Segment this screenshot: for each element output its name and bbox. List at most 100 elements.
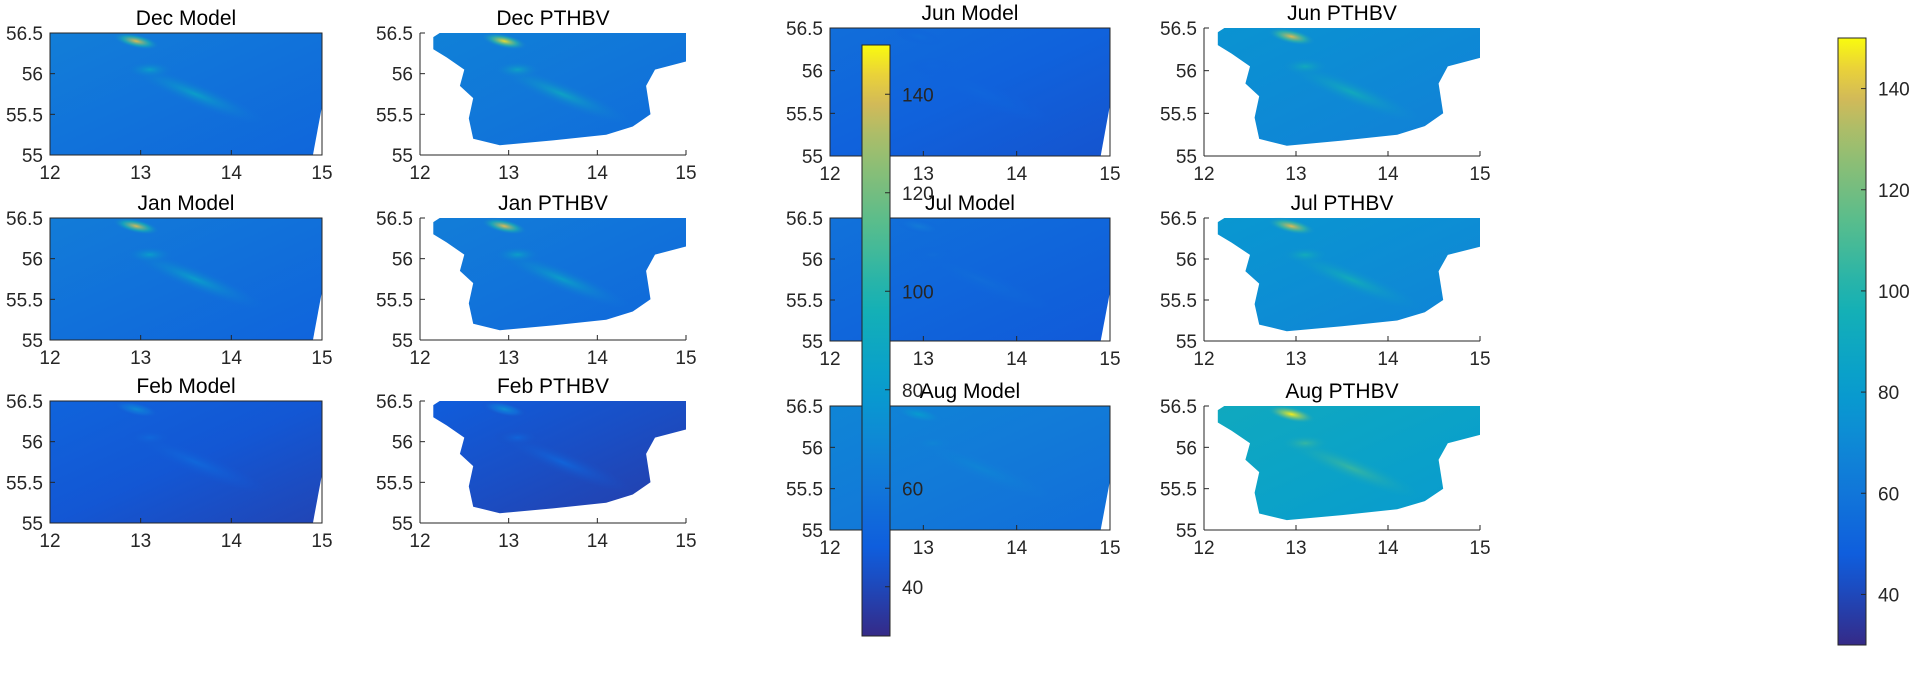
x-tick-label: 15 [675, 531, 696, 552]
field-hotspot [893, 27, 944, 46]
y-tick-label: 55.5 [376, 290, 413, 311]
y-tick-label: 55 [1176, 521, 1197, 542]
y-tick-label: 56 [1176, 62, 1197, 83]
x-tick-label: 12 [1193, 349, 1214, 370]
y-tick-label: 56 [22, 250, 43, 271]
x-tick-label: 13 [1285, 164, 1306, 185]
colorbar-tick-label: 140 [1878, 80, 1910, 101]
y-tick-label: 56.5 [786, 397, 823, 418]
x-tick-label: 13 [498, 163, 519, 184]
y-tick-label: 56.5 [786, 19, 823, 40]
y-tick-label: 56 [802, 62, 823, 83]
field-secondary-max [907, 434, 958, 452]
field-band [906, 60, 1053, 124]
y-tick-label: 55 [802, 332, 823, 353]
colorbar-tick-label: 140 [902, 85, 934, 106]
x-tick-label: 14 [221, 163, 243, 184]
y-tick-label: 55.5 [1160, 104, 1197, 125]
y-tick-label: 56 [1176, 438, 1197, 459]
y-tick-label: 55.5 [6, 473, 43, 494]
x-tick-label: 14 [587, 163, 609, 184]
x-tick-label: 15 [1469, 349, 1490, 370]
y-tick-label: 55 [392, 146, 413, 167]
field-band [492, 431, 632, 493]
axes-box [829, 405, 1111, 531]
field [1217, 217, 1480, 332]
y-tick-label: 56.5 [376, 392, 413, 413]
y-tick-label: 56 [802, 250, 823, 271]
panel-title: Feb PTHBV [497, 375, 609, 398]
y-tick-label: 56.5 [6, 24, 43, 45]
y-tick-label: 56.5 [786, 209, 823, 230]
panel-jan-model: 12 13 14 15 55 55.5 56 56.5 Jan Model [6, 192, 333, 369]
x-tick-label: 12 [819, 164, 840, 185]
colorbar-gradient [862, 45, 890, 636]
panel-title: Dec PTHBV [496, 7, 609, 30]
y-tick-label: 55 [22, 514, 43, 535]
field-band [1279, 436, 1424, 500]
y-tick-label: 56.5 [376, 209, 413, 230]
field [1217, 27, 1480, 146]
panel-aug-pthbv: 12 13 14 15 55 55.5 56 56.5 Aug PTHBV [1160, 380, 1491, 559]
panel-jun-model: 12 13 14 15 55 55.5 56 56.5 Jun Model [786, 2, 1121, 185]
field-secondary-max [493, 246, 542, 264]
colorbar-tick-label: 60 [1878, 484, 1899, 505]
x-tick-label: 15 [1099, 538, 1120, 559]
x-tick-label: 13 [913, 538, 934, 559]
field-hotspot [112, 400, 161, 418]
x-tick-label: 15 [675, 163, 696, 184]
field-secondary-max [907, 246, 958, 264]
panel-dec-pthbv: 12 13 14 15 55 55.5 56 56.5 Dec PTHBV [376, 7, 697, 184]
field-band [906, 247, 1053, 312]
field-secondary-max [1280, 246, 1331, 264]
field-band [1279, 60, 1424, 124]
field-secondary-max [1280, 434, 1331, 452]
field [433, 217, 686, 331]
field-hotspot [480, 400, 528, 418]
x-tick-label: 12 [1193, 164, 1214, 185]
axes-box [829, 27, 1111, 157]
y-tick-label: 55.5 [376, 105, 413, 126]
colorbar-tick-label: 80 [1878, 383, 1899, 404]
field-band [492, 63, 632, 125]
field-secondary-max [493, 61, 542, 79]
axes-box [49, 217, 323, 341]
panel-title: Feb Model [136, 375, 235, 398]
field [433, 400, 686, 514]
field-secondary-max [493, 429, 542, 447]
x-tick-label: 12 [409, 531, 430, 552]
colorbar-tick-label: 100 [1878, 282, 1910, 303]
colorbar-tick-label: 80 [902, 381, 923, 402]
field-secondary-max [125, 61, 175, 79]
x-tick-label: 14 [1377, 349, 1399, 370]
panel-title: Jan PTHBV [498, 192, 608, 215]
x-tick-label: 15 [311, 163, 332, 184]
x-tick-label: 15 [311, 348, 332, 369]
x-tick-label: 15 [311, 531, 332, 552]
x-tick-label: 12 [1193, 538, 1214, 559]
no-data-corner [312, 106, 322, 155]
x-tick-label: 12 [409, 348, 430, 369]
colorbar: 40 60 80 100 120 140 [1837, 37, 1910, 646]
y-tick-label: 55.5 [6, 105, 43, 126]
y-tick-label: 56 [392, 65, 413, 86]
x-tick-label: 14 [1006, 164, 1028, 185]
field-hotspot [1267, 27, 1316, 46]
colorbar-box [1837, 37, 1867, 646]
x-tick-label: 15 [1099, 349, 1120, 370]
panel-title: Jun Model [922, 2, 1019, 25]
y-tick-label: 56 [1176, 250, 1197, 271]
field-hotspot [893, 217, 944, 236]
x-tick-label: 13 [1285, 349, 1306, 370]
field-hotspot [480, 217, 528, 235]
x-tick-label: 13 [1285, 538, 1306, 559]
axes-box [829, 217, 1111, 342]
y-tick-label: 56 [22, 65, 43, 86]
colorbar-tick-label: 40 [902, 578, 923, 599]
colorbar-tick-label: 100 [902, 282, 934, 303]
y-tick-label: 55.5 [786, 291, 823, 312]
panel-title: Jul PTHBV [1291, 192, 1394, 215]
field-hotspot [1267, 405, 1316, 424]
panel-title: Aug PTHBV [1285, 380, 1398, 403]
